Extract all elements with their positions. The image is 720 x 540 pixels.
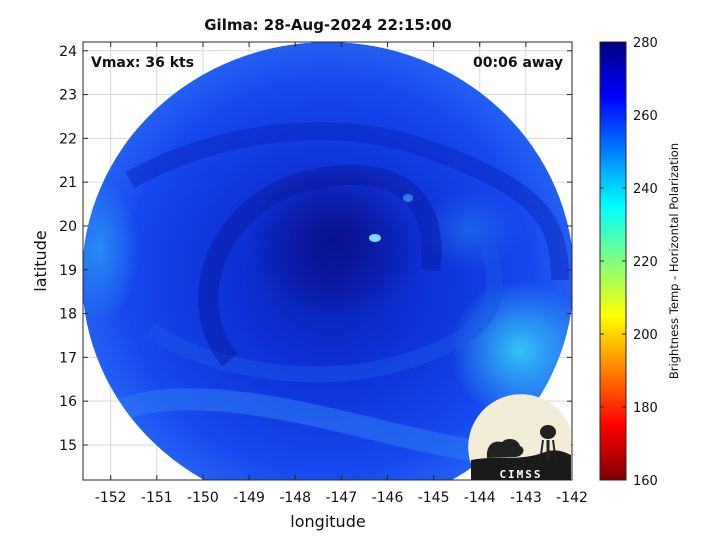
colorbar-tick-label: 220 — [633, 255, 658, 270]
x-tick-label: -150 — [187, 490, 219, 506]
y-tick-label: 22 — [59, 131, 77, 147]
x-tick-label: -149 — [233, 490, 265, 506]
colorbar-tick-label: 240 — [633, 182, 658, 197]
axes-frame — [82, 41, 573, 481]
colorbar-tick-label: 180 — [633, 401, 658, 416]
y-tick-label: 20 — [59, 219, 77, 235]
y-tick-label: 18 — [59, 307, 77, 323]
x-tick-label: -143 — [510, 490, 542, 506]
y-tick-label: 19 — [59, 263, 77, 279]
x-axis-label: longitude — [290, 512, 365, 531]
map-title: Gilma: 28-Aug-2024 22:15:00 — [204, 16, 452, 34]
y-tick-label: 15 — [59, 438, 77, 454]
colorbar-tick-label: 160 — [633, 474, 658, 489]
y-tick-label: 24 — [59, 44, 77, 60]
colorbar-tick-label: 280 — [633, 36, 658, 51]
vmax-annotation: Vmax: 36 kts — [91, 55, 194, 71]
satellite-swath — [83, 42, 572, 480]
x-tick-label: -142 — [556, 490, 588, 506]
y-tick-label: 23 — [59, 88, 77, 104]
x-axis-ticks: -152 -151 -150 -149 -148 -147 -146 -145 -144 -143… — [95, 42, 588, 506]
colorbar-tick-label: 200 — [633, 328, 658, 343]
x-tick-label: -145 — [418, 490, 450, 506]
x-tick-label: -152 — [95, 490, 127, 506]
cimss-logo: CIMSS — [468, 394, 571, 481]
cimss-logo-text: CIMSS — [499, 468, 542, 481]
y-tick-label: 17 — [59, 350, 77, 366]
colorbar-ticks: 160 180 200 220 240 260 280 — [600, 36, 658, 489]
y-axis-ticks: 15 16 17 18 19 20 21 22 23 24 — [59, 44, 572, 454]
y-tick-label: 21 — [59, 175, 77, 191]
x-tick-label: -144 — [464, 490, 496, 506]
colorbar-label: Brightness Temp - Horizontal Polarizatio… — [667, 143, 681, 379]
y-axis-label: latitude — [31, 230, 50, 291]
bright-spot — [369, 234, 381, 242]
x-tick-label: -146 — [372, 490, 404, 506]
time-away-annotation: 00:06 away — [473, 55, 563, 71]
x-tick-label: -147 — [325, 490, 357, 506]
x-tick-label: -148 — [279, 490, 311, 506]
y-tick-label: 16 — [59, 394, 77, 410]
colorbar-tick-label: 260 — [633, 109, 658, 124]
x-tick-label: -151 — [141, 490, 173, 506]
